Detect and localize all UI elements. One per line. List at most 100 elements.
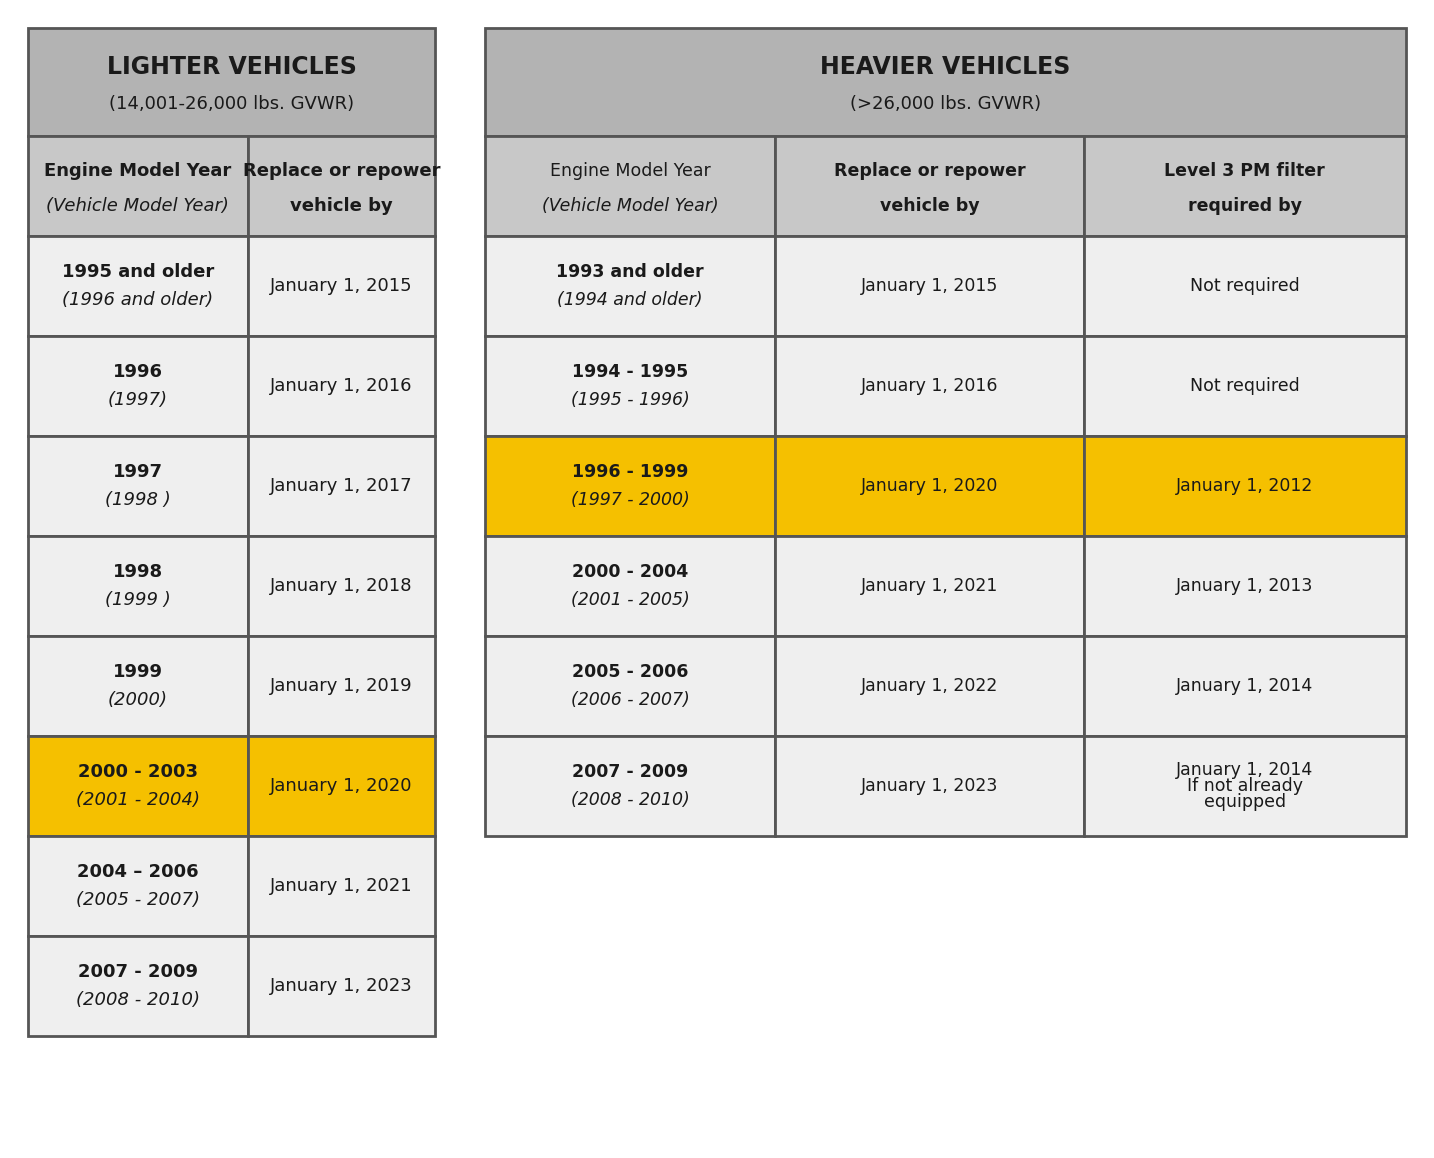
Text: 2007 - 2009: 2007 - 2009: [77, 963, 198, 981]
Text: January 1, 2020: January 1, 2020: [270, 777, 413, 796]
Bar: [29, 236, 248, 336]
Text: 1999: 1999: [113, 664, 163, 681]
Text: (1997 - 2000): (1997 - 2000): [571, 491, 690, 510]
Bar: [485, 437, 776, 536]
Bar: [776, 536, 1084, 636]
Text: (2008 - 2010): (2008 - 2010): [76, 991, 199, 1009]
Text: January 1, 2019: January 1, 2019: [270, 677, 413, 695]
Bar: [485, 536, 776, 636]
Text: Not required: Not required: [1190, 277, 1299, 295]
Text: (1997): (1997): [108, 391, 168, 409]
Text: (14,001-26,000 lbs. GVWR): (14,001-26,000 lbs. GVWR): [109, 95, 354, 112]
Text: Replace or repower: Replace or repower: [242, 162, 440, 179]
Text: 2007 - 2009: 2007 - 2009: [572, 763, 688, 780]
Bar: [248, 236, 435, 336]
Text: (Vehicle Model Year): (Vehicle Model Year): [542, 197, 718, 215]
Text: January 1, 2014: January 1, 2014: [1176, 761, 1314, 779]
Text: Not required: Not required: [1190, 378, 1299, 395]
Text: 2005 - 2006: 2005 - 2006: [572, 664, 688, 681]
Text: 1996: 1996: [113, 362, 163, 381]
Text: Level 3 PM filter: Level 3 PM filter: [1164, 162, 1325, 179]
Text: (2001 - 2004): (2001 - 2004): [76, 791, 199, 809]
Text: 1997: 1997: [113, 463, 163, 481]
Text: (1999 ): (1999 ): [105, 591, 171, 609]
Text: (2001 - 2005): (2001 - 2005): [571, 591, 690, 609]
Text: (1995 - 1996): (1995 - 1996): [571, 391, 690, 409]
Text: January 1, 2018: January 1, 2018: [270, 577, 413, 595]
Text: (2006 - 2007): (2006 - 2007): [571, 691, 690, 709]
Text: HEAVIER VEHICLES: HEAVIER VEHICLES: [820, 54, 1071, 79]
Text: January 1, 2014: January 1, 2014: [1176, 677, 1314, 695]
Bar: [776, 135, 1084, 236]
Text: January 1, 2021: January 1, 2021: [270, 877, 413, 895]
Text: January 1, 2023: January 1, 2023: [860, 777, 998, 796]
Bar: [248, 437, 435, 536]
Bar: [1084, 536, 1405, 636]
Text: January 1, 2012: January 1, 2012: [1176, 477, 1314, 494]
Bar: [248, 836, 435, 936]
Bar: [485, 336, 776, 437]
Text: (2005 - 2007): (2005 - 2007): [76, 891, 199, 909]
Text: 2000 - 2004: 2000 - 2004: [572, 563, 688, 581]
Text: 1998: 1998: [113, 563, 163, 581]
Text: 1993 and older: 1993 and older: [556, 263, 704, 281]
Bar: [776, 437, 1084, 536]
Text: If not already: If not already: [1187, 777, 1304, 796]
Bar: [29, 437, 248, 536]
Bar: [485, 736, 776, 836]
Text: Engine Model Year: Engine Model Year: [44, 162, 231, 179]
Text: (1996 and older): (1996 and older): [62, 291, 214, 309]
Text: vehicle by: vehicle by: [290, 197, 393, 215]
Text: January 1, 2022: January 1, 2022: [860, 677, 998, 695]
Text: equipped: equipped: [1203, 793, 1286, 811]
Text: vehicle by: vehicle by: [879, 197, 979, 215]
Bar: [776, 736, 1084, 836]
Bar: [29, 736, 248, 836]
Bar: [248, 936, 435, 1036]
Bar: [485, 135, 776, 236]
Text: January 1, 2013: January 1, 2013: [1176, 577, 1314, 595]
Bar: [776, 636, 1084, 736]
Text: (2008 - 2010): (2008 - 2010): [571, 791, 690, 809]
Text: Engine Model Year: Engine Model Year: [549, 162, 710, 179]
Bar: [29, 836, 248, 936]
Bar: [29, 135, 248, 236]
Bar: [248, 336, 435, 437]
Text: January 1, 2015: January 1, 2015: [860, 277, 998, 295]
Text: (Vehicle Model Year): (Vehicle Model Year): [46, 197, 229, 215]
Text: January 1, 2023: January 1, 2023: [270, 977, 413, 995]
Bar: [248, 135, 435, 236]
Text: 1994 - 1995: 1994 - 1995: [572, 362, 688, 381]
Bar: [1084, 437, 1405, 536]
Text: (>26,000 lbs. GVWR): (>26,000 lbs. GVWR): [850, 95, 1041, 112]
Text: Replace or repower: Replace or repower: [833, 162, 1025, 179]
Text: (2000): (2000): [108, 691, 168, 709]
Text: required by: required by: [1187, 197, 1302, 215]
Bar: [248, 736, 435, 836]
Text: January 1, 2015: January 1, 2015: [270, 277, 413, 295]
Bar: [29, 336, 248, 437]
Text: January 1, 2016: January 1, 2016: [860, 378, 998, 395]
Bar: [1084, 636, 1405, 736]
Text: (1998 ): (1998 ): [105, 491, 171, 510]
Text: (1994 and older): (1994 and older): [558, 291, 703, 309]
Bar: [248, 536, 435, 636]
Bar: [1084, 736, 1405, 836]
Text: 1995 and older: 1995 and older: [62, 263, 214, 281]
Bar: [29, 536, 248, 636]
Bar: [248, 636, 435, 736]
Bar: [1084, 135, 1405, 236]
Bar: [485, 236, 776, 336]
Bar: [29, 28, 435, 135]
Bar: [776, 236, 1084, 336]
Bar: [485, 636, 776, 736]
Bar: [1084, 336, 1405, 437]
Text: LIGHTER VEHICLES: LIGHTER VEHICLES: [106, 54, 357, 79]
Bar: [29, 636, 248, 736]
Bar: [1084, 236, 1405, 336]
Text: January 1, 2021: January 1, 2021: [860, 577, 998, 595]
Text: January 1, 2016: January 1, 2016: [270, 378, 413, 395]
Bar: [29, 936, 248, 1036]
Text: January 1, 2020: January 1, 2020: [860, 477, 998, 494]
Text: January 1, 2017: January 1, 2017: [270, 477, 413, 494]
